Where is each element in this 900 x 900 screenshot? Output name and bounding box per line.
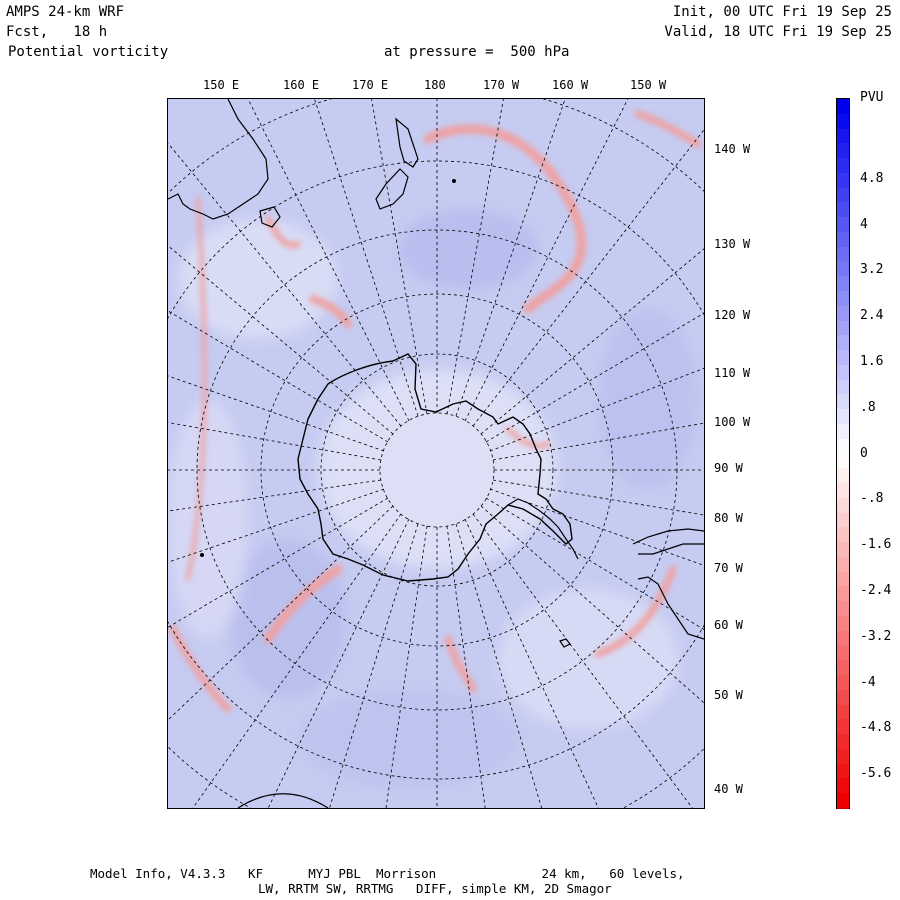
valid-time: Valid, 18 UTC Fri 19 Sep 25 — [664, 24, 892, 40]
lon-label-50w: 50 W — [714, 688, 743, 702]
lon-label-80w: 80 W — [714, 511, 743, 525]
colorbar-label-3-2: 3.2 — [860, 262, 884, 277]
lon-label-110w: 110 W — [714, 366, 751, 380]
lon-label-170e: 170 E — [352, 78, 389, 92]
lon-label-40w: 40 W — [714, 782, 743, 796]
colorbar-label-neg-1-6: -1.6 — [860, 537, 892, 552]
colorbar-label-1-6: 1.6 — [860, 354, 884, 369]
lon-label-150w: 150 W — [630, 78, 667, 92]
colorbar-label-0-8: .8 — [860, 400, 876, 415]
colorbar-label-4: 4 — [860, 217, 868, 232]
forecast-hour: Fcst, 18 h — [6, 24, 108, 40]
new-zealand-coastline — [375, 117, 419, 210]
colorbar-label-neg-0-8: -.8 — [860, 491, 884, 506]
field-texture — [168, 209, 698, 789]
colorbar-label-neg-5-6: -5.6 — [860, 766, 892, 781]
colorbar-unit: PVU — [860, 90, 884, 105]
colorbar-label-0: 0 — [860, 446, 868, 461]
lon-label-160e: 160 E — [283, 78, 320, 92]
lon-label-150e: 150 E — [203, 78, 240, 92]
chatham-islands-icon — [452, 179, 456, 183]
model-title: AMPS 24-km WRF — [6, 4, 125, 20]
colorbar-label-neg-4-8: -4.8 — [860, 720, 892, 735]
bottom-landmass-coastline — [237, 793, 329, 808]
model-info-line1: Model Info, V4.3.3 KF MYJ PBL Morrison 2… — [90, 866, 685, 881]
init-time: Init, 00 UTC Fri 19 Sep 25 — [672, 4, 892, 20]
australia-coastline — [168, 99, 269, 220]
lon-label-120w: 120 W — [714, 308, 751, 322]
antarctica-coastline — [297, 353, 573, 582]
lon-label-70w: 70 W — [714, 561, 743, 575]
lon-label-180: 180 — [424, 78, 446, 92]
tasmania-coastline — [259, 206, 281, 228]
colorbar-segment — [837, 793, 849, 810]
lon-label-100w: 100 W — [714, 415, 751, 429]
lon-label-140w: 140 W — [714, 142, 751, 156]
field-name: Potential vorticity — [8, 44, 169, 60]
lon-label-160w: 160 W — [552, 78, 589, 92]
colorbar-label-neg-4: -4 — [860, 675, 876, 690]
pv-colorbar — [836, 98, 850, 810]
south-america-coastline — [632, 528, 704, 640]
model-info-line2: LW, RRTM SW, RRTMG DIFF, simple KM, 2D S… — [258, 881, 612, 896]
meridian-lines — [168, 99, 704, 808]
kerguelen-icon — [200, 553, 204, 557]
colorbar-label-neg-2-4: -2.4 — [860, 583, 892, 598]
falklands-coastline — [559, 638, 571, 648]
pressure-level: at pressure = 500 hPa — [384, 44, 570, 60]
map-panel — [167, 98, 705, 809]
pv-field-map — [168, 99, 704, 808]
lon-label-130w: 130 W — [714, 237, 751, 251]
lon-label-90w: 90 W — [714, 461, 743, 475]
colorbar-label-neg-3-2: -3.2 — [860, 629, 892, 644]
colorbar-label-2-4: 2.4 — [860, 308, 884, 323]
colorbar-label-4-8: 4.8 — [860, 171, 884, 186]
antarctic-peninsula — [507, 498, 579, 560]
lon-label-60w: 60 W — [714, 618, 743, 632]
lon-label-170w: 170 W — [483, 78, 520, 92]
